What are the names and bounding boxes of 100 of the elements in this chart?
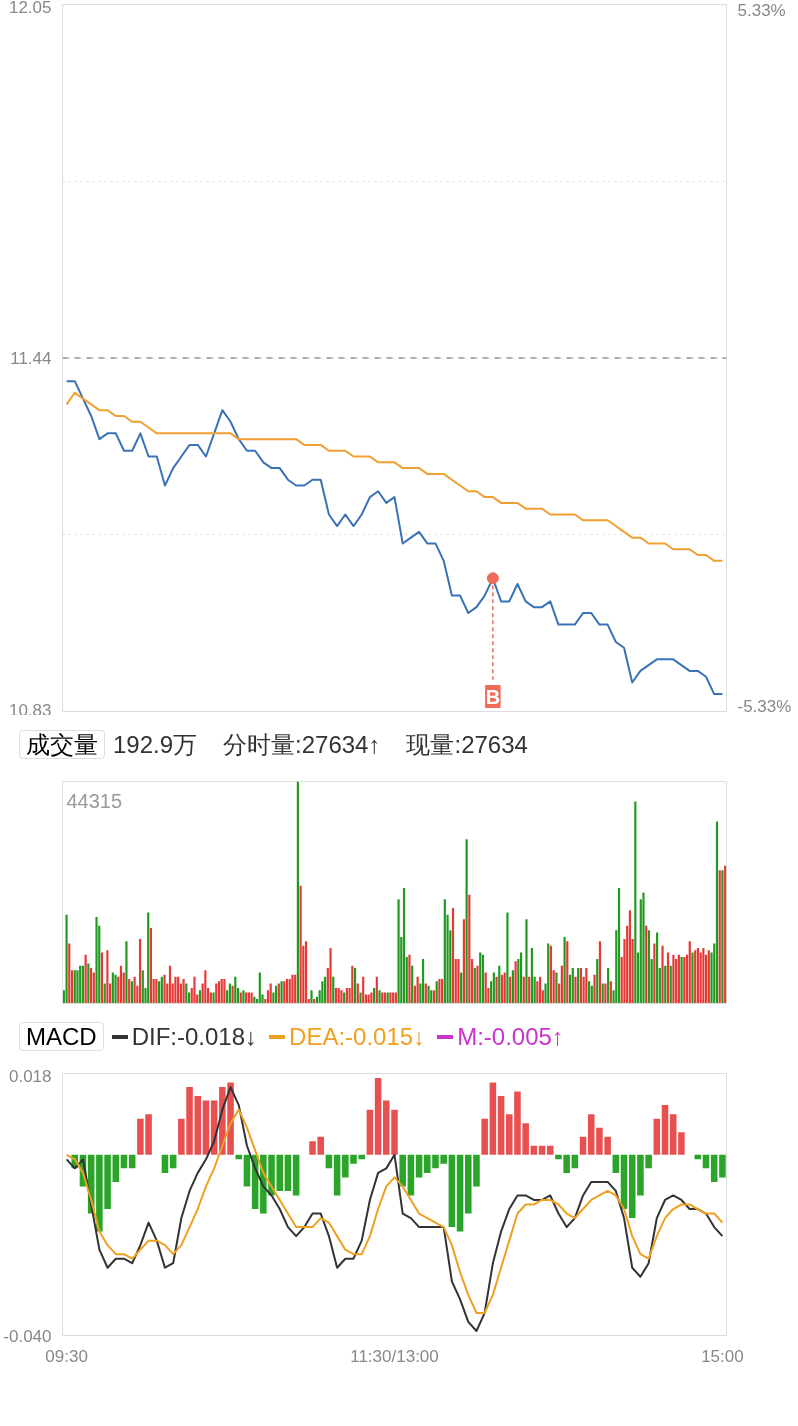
bar — [374, 1078, 382, 1155]
bar — [460, 972, 463, 1004]
bar — [585, 967, 588, 1004]
bar — [106, 950, 109, 1004]
bar — [669, 965, 672, 1004]
bar — [324, 976, 327, 1004]
bar — [285, 979, 289, 1004]
bar — [715, 821, 719, 1004]
bar — [645, 925, 648, 1004]
bar — [359, 992, 362, 1004]
bar — [579, 1136, 587, 1155]
bar — [675, 959, 678, 1004]
line-series — [65, 1086, 724, 1332]
bar — [149, 928, 153, 1004]
bar — [457, 959, 460, 1004]
bar — [465, 839, 468, 1004]
bar — [702, 948, 705, 1004]
annotation: B — [485, 685, 501, 708]
x-tick-label: 09:30 — [45, 1346, 88, 1366]
bar — [84, 954, 87, 1004]
bar — [441, 979, 444, 1004]
text: 分时量:27634↑ — [223, 731, 381, 758]
bar — [89, 967, 93, 1004]
bar — [566, 941, 569, 1004]
bar — [519, 952, 523, 1004]
bar — [456, 1154, 464, 1232]
bar — [530, 1145, 538, 1155]
bar — [560, 965, 563, 1004]
bar — [669, 1114, 677, 1155]
bar — [609, 981, 612, 1004]
bar — [563, 936, 566, 1004]
bar — [296, 781, 299, 1004]
bar — [481, 1118, 488, 1155]
y-tick-label: 12.05 — [8, 0, 52, 17]
bar — [546, 1145, 554, 1155]
bar — [607, 967, 610, 1004]
bar — [112, 1154, 120, 1182]
bar — [258, 972, 261, 1004]
bar — [593, 974, 596, 1004]
bar — [509, 976, 512, 1004]
bar — [710, 1154, 718, 1182]
bar — [111, 972, 114, 1004]
bar — [719, 1154, 726, 1178]
bar — [448, 1154, 456, 1228]
bar — [292, 1154, 300, 1196]
bar — [647, 930, 651, 1004]
bar — [587, 981, 591, 1004]
bar — [321, 981, 324, 1004]
bar — [724, 865, 727, 1004]
line-series — [65, 1108, 724, 1314]
bar — [362, 976, 365, 1004]
bar — [141, 970, 144, 1004]
bar — [672, 954, 675, 1004]
bar — [628, 910, 631, 1004]
bar — [451, 908, 455, 1004]
bar — [492, 972, 495, 1004]
bar — [288, 979, 291, 1004]
x-tick-label: 11:30/13:00 — [350, 1346, 439, 1366]
text: 192.9万 — [113, 731, 198, 758]
text: 现量:27634 — [406, 731, 528, 758]
bar — [661, 1105, 669, 1155]
x-tick-label: 15:00 — [701, 1346, 744, 1366]
bar — [220, 979, 223, 1004]
bar — [234, 976, 237, 1004]
bar — [696, 948, 700, 1004]
bar — [198, 990, 202, 1004]
bar — [168, 965, 172, 1004]
bar — [133, 976, 136, 1004]
bar — [174, 976, 177, 1004]
series-label: M:-0.005↑ — [457, 1023, 564, 1050]
bar — [407, 1154, 415, 1196]
bar — [304, 941, 308, 1004]
bar — [250, 992, 253, 1004]
bar — [571, 967, 574, 1004]
bar — [596, 959, 599, 1004]
y-tick-label: 11.44 — [10, 349, 52, 368]
bar — [92, 972, 95, 1004]
bar — [661, 945, 664, 1004]
legend-label: DEA:-0.015↓ — [289, 1023, 426, 1050]
bar — [299, 885, 302, 1004]
bar — [87, 963, 90, 1004]
bar — [284, 1154, 292, 1191]
bar — [193, 976, 196, 1004]
bar — [68, 943, 71, 1004]
bar — [235, 1154, 243, 1160]
legend-label: DIF:-0.018↓ — [131, 1023, 258, 1050]
bar — [65, 914, 68, 1004]
bar — [506, 912, 509, 1004]
bar — [653, 1118, 661, 1155]
bar — [147, 912, 150, 1004]
bar — [525, 919, 528, 1004]
bar — [468, 894, 471, 1004]
bar — [332, 976, 335, 1004]
y-tick-label: 0.018 — [8, 1066, 52, 1086]
bar — [462, 919, 465, 1004]
bar — [574, 976, 577, 1004]
bar — [375, 976, 378, 1004]
bar — [329, 948, 332, 1004]
line-series — [65, 391, 724, 562]
bar — [484, 972, 487, 1004]
